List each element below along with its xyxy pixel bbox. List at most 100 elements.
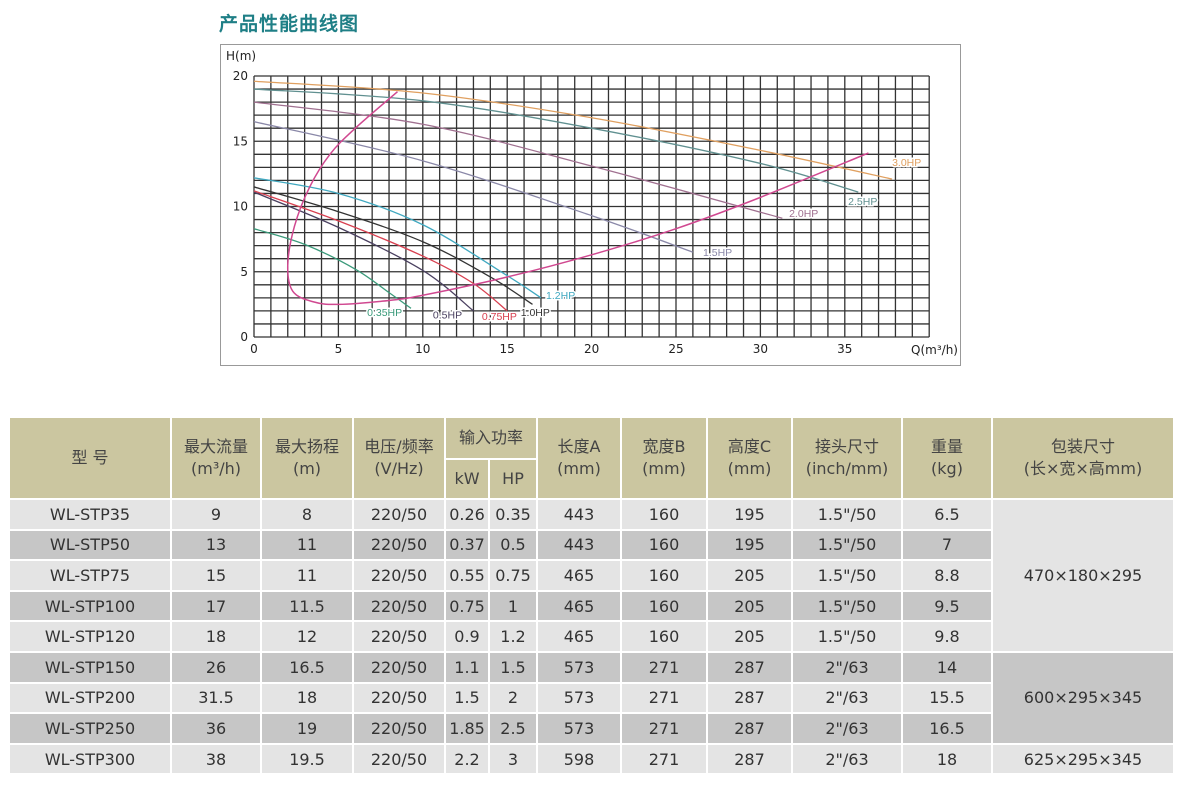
table-cell: 205 (708, 622, 791, 651)
table-cell: 26 (172, 652, 260, 682)
table-cell: 465 (538, 561, 620, 590)
table-row: WL-STP100 17 11.5 220/50 0.75 1 465 160 205 1.5"/… (10, 591, 1173, 621)
table-cell: 6.5 (903, 500, 991, 529)
table-cell: 16.5 (903, 714, 991, 743)
table-cell: 36 (172, 714, 260, 743)
curve-label: 1.0HP (521, 307, 550, 319)
table-cell: 573 (538, 714, 620, 743)
table-cell: 271 (622, 683, 706, 713)
table-cell: 2 (490, 683, 536, 713)
table-cell: 12 (262, 622, 352, 651)
x-tick-label: 15 (500, 342, 515, 356)
header-package: 包装尺寸 (长×宽×高mm) (993, 418, 1173, 498)
table-cell: 195 (708, 500, 791, 529)
curve-0-5HP (253, 191, 474, 312)
table-cell: 9.5 (903, 591, 991, 621)
table-cell: 195 (708, 530, 791, 560)
curve-label: 2.5HP (848, 196, 877, 208)
table-cell: 0.9 (446, 622, 488, 651)
y-tick-label: 0 (240, 330, 248, 344)
table-cell: 2.5 (490, 714, 536, 743)
spec-table: 型 号 最大流量 (m³/h) 最大扬程 (m) 电压/频率 (V/Hz) 输入功率 … (8, 416, 1175, 775)
table-cell: 0.75 (446, 591, 488, 621)
table-cell: WL-STP75 (10, 561, 170, 590)
header-connection: 接头尺寸 (inch/mm) (793, 418, 901, 498)
table-cell: 1.1 (446, 652, 488, 682)
table-cell: 13 (172, 530, 260, 560)
table-cell: WL-STP300 (10, 744, 170, 774)
table-cell: 1.5"/50 (793, 561, 901, 590)
table-cell: WL-STP120 (10, 622, 170, 651)
table-cell: 16.5 (262, 652, 352, 682)
table-cell: 9 (172, 500, 260, 529)
table-cell: WL-STP200 (10, 683, 170, 713)
table-cell: 2.2 (446, 744, 488, 774)
package-size-cell: 470×180×295 (993, 500, 1173, 651)
package-size-cell: 625×295×345 (993, 744, 1173, 774)
table-cell: 220/50 (354, 530, 444, 560)
table-cell: 1 (490, 591, 536, 621)
table-cell: 287 (708, 683, 791, 713)
header-height: 高度C (mm) (708, 418, 791, 498)
table-row: WL-STP50 13 11 220/50 0.37 0.5 443 160 195 1.5"/5… (10, 530, 1173, 560)
x-tick-label: 35 (837, 342, 852, 356)
table-cell: 15 (172, 561, 260, 590)
table-cell: 205 (708, 561, 791, 590)
table-cell: 220/50 (354, 561, 444, 590)
table-cell: 220/50 (354, 744, 444, 774)
x-tick-label: 10 (415, 342, 430, 356)
table-cell: 220/50 (354, 683, 444, 713)
curve-label: 0.35HP (367, 307, 402, 319)
table-cell: 38 (172, 744, 260, 774)
table-cell: 14 (903, 652, 991, 682)
table-cell: 287 (708, 714, 791, 743)
table-cell: 220/50 (354, 591, 444, 621)
table-cell: 1.5"/50 (793, 530, 901, 560)
table-cell: 160 (622, 591, 706, 621)
header-kw: kW (446, 460, 488, 498)
table-cell: 160 (622, 561, 706, 590)
header-head: 最大扬程 (m) (262, 418, 352, 498)
table-cell: 1.5"/50 (793, 591, 901, 621)
table-cell: 1.85 (446, 714, 488, 743)
header-voltage: 电压/频率 (V/Hz) (354, 418, 444, 498)
table-cell: 271 (622, 652, 706, 682)
x-tick-label: 0 (250, 342, 258, 356)
table-cell: WL-STP35 (10, 500, 170, 529)
table-cell: 18 (172, 622, 260, 651)
table-cell: 8 (262, 500, 352, 529)
curve-label: 1.5HP (703, 247, 732, 259)
curve-2-0HP (253, 101, 783, 219)
table-cell: 2"/63 (793, 744, 901, 774)
header-model: 型 号 (10, 418, 170, 498)
curve-label: 2.0HP (789, 208, 818, 220)
table-cell: 19 (262, 714, 352, 743)
table-cell: 1.5 (446, 683, 488, 713)
table-cell: 0.35 (490, 500, 536, 529)
y-tick-label: 10 (233, 200, 248, 214)
header-length: 长度A (mm) (538, 418, 620, 498)
table-cell: 31.5 (172, 683, 260, 713)
table-cell: 271 (622, 744, 706, 774)
curve-1-0HP (253, 186, 533, 305)
table-row: WL-STP75 15 11 220/50 0.55 0.75 465 160 205 1.5"/… (10, 561, 1173, 590)
table-cell: WL-STP100 (10, 591, 170, 621)
header-hp: HP (490, 460, 536, 498)
table-cell: 220/50 (354, 652, 444, 682)
table-cell: 19.5 (262, 744, 352, 774)
curve-label: 1.2HP (546, 290, 575, 302)
efficiency-curve (286, 91, 869, 306)
table-cell: 0.37 (446, 530, 488, 560)
y-tick-label: 5 (240, 265, 248, 279)
table-cell: 2"/63 (793, 683, 901, 713)
table-cell: 220/50 (354, 622, 444, 651)
curve-label: 0.75HP (482, 311, 517, 323)
table-cell: 15.5 (903, 683, 991, 713)
table-cell: 271 (622, 714, 706, 743)
table-cell: 18 (903, 744, 991, 774)
performance-chart: 0 5 10 15 20 25 30 35 0 5 10 15 20 H(m) Q(m³/h) 0.35HP 0… (226, 49, 958, 357)
table-cell: 7 (903, 530, 991, 560)
table-cell: 1.5"/50 (793, 622, 901, 651)
x-tick-label: 5 (335, 342, 343, 356)
table-cell: 17 (172, 591, 260, 621)
